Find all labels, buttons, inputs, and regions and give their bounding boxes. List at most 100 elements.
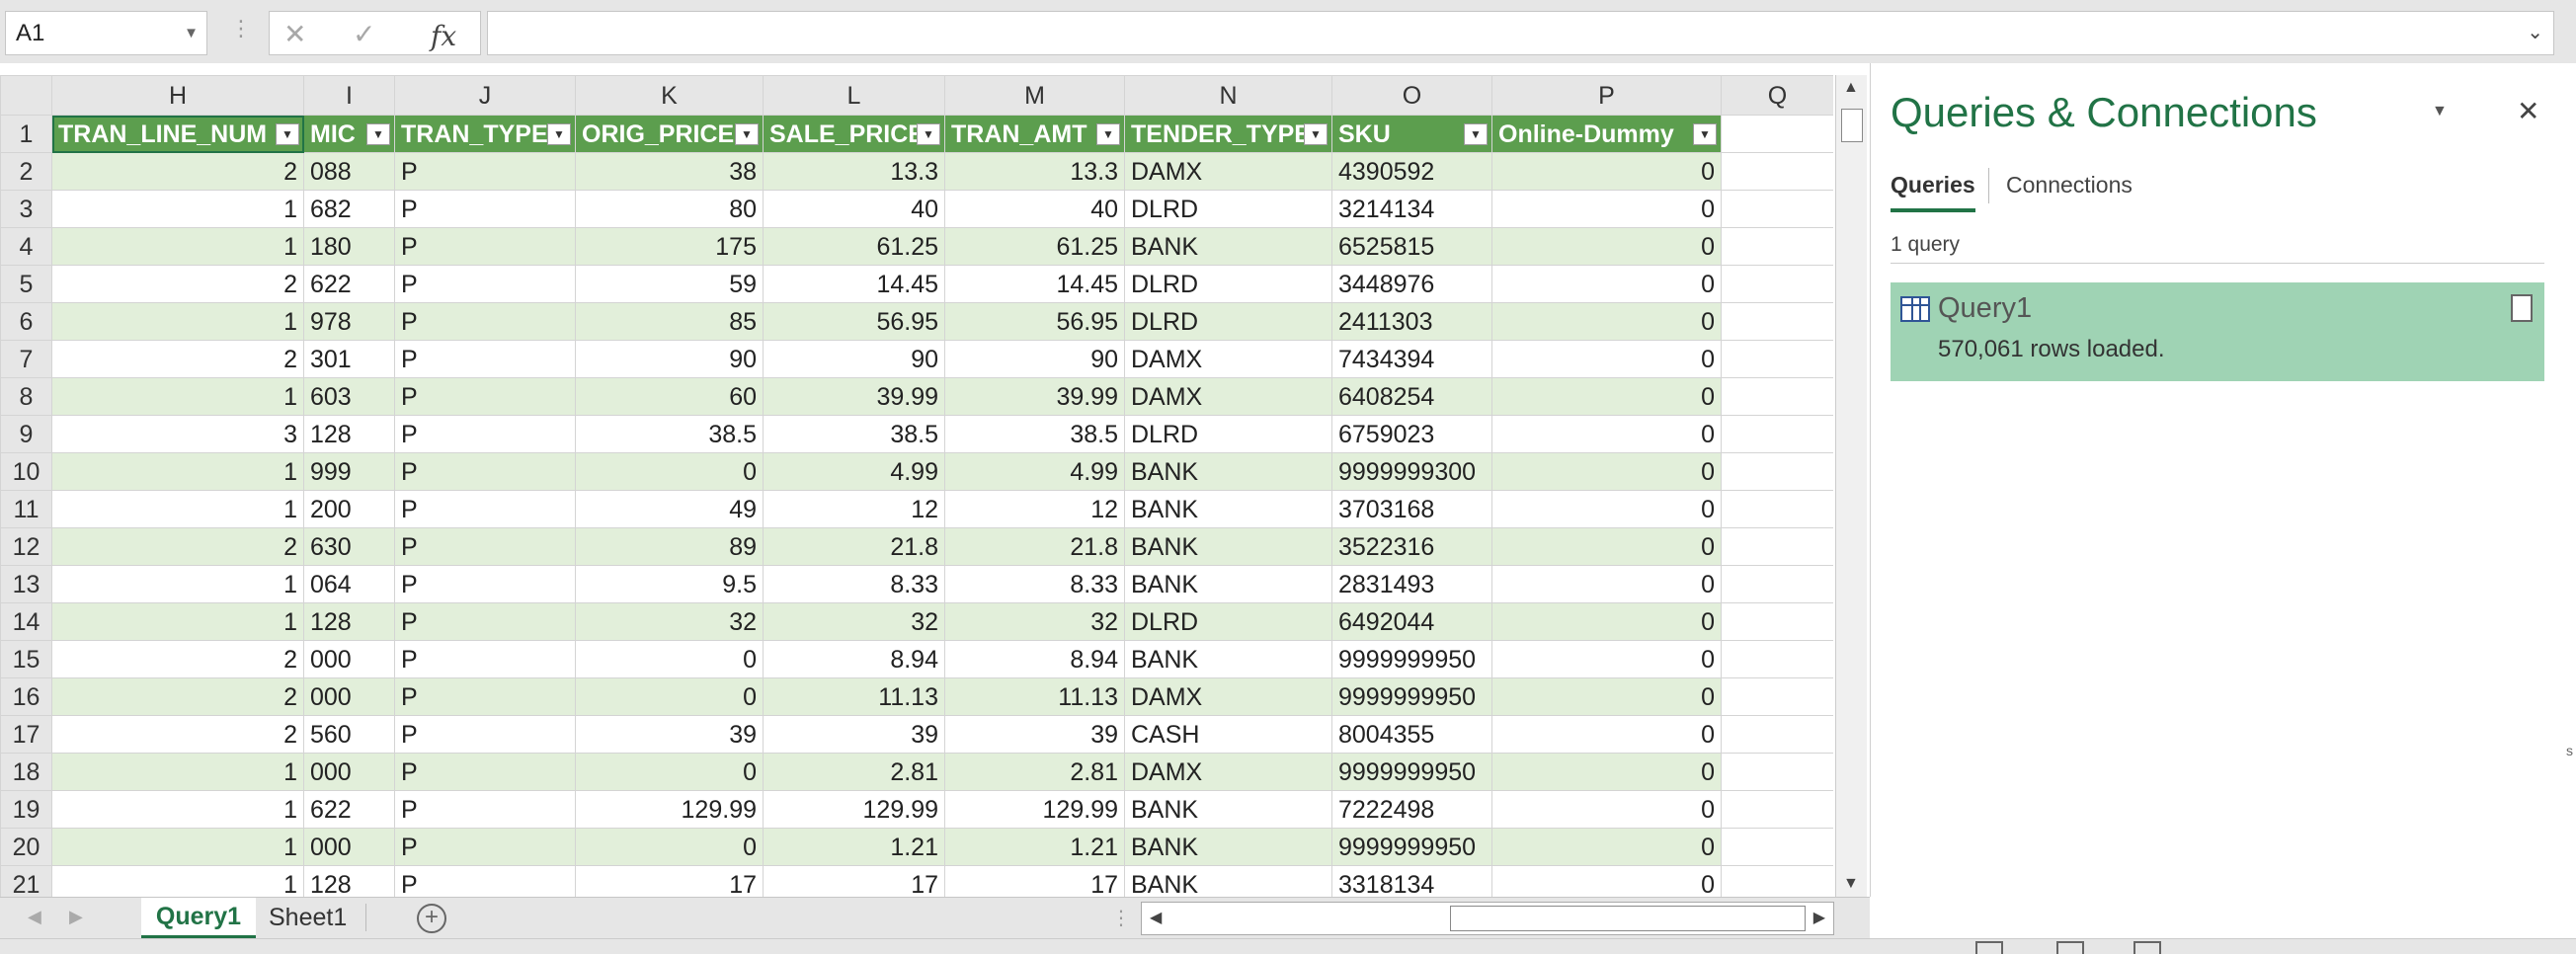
cancel-icon[interactable]: ✕ xyxy=(283,19,307,49)
table-cell[interactable]: 39 xyxy=(944,715,1125,754)
drag-handle-icon[interactable]: ⋮ xyxy=(1111,908,1131,929)
table-cell[interactable]: P xyxy=(394,490,576,528)
table-cell[interactable]: 7434394 xyxy=(1331,340,1492,378)
close-icon[interactable]: ✕ xyxy=(2517,96,2540,126)
tab-connections[interactable]: Connections xyxy=(2006,172,2133,198)
table-cell[interactable]: P xyxy=(394,565,576,603)
horizontal-scrollbar[interactable]: ◀ ▶ xyxy=(1141,902,1834,935)
table-cell[interactable]: 39.99 xyxy=(944,377,1125,416)
table-cell[interactable]: 9.5 xyxy=(575,565,764,603)
table-cell[interactable]: 622 xyxy=(303,790,395,829)
table-cell[interactable]: BANK xyxy=(1124,527,1332,566)
filter-dropdown-icon[interactable]: ▼ xyxy=(276,123,299,145)
table-cell[interactable]: 180 xyxy=(303,227,395,266)
table-cell[interactable]: 49 xyxy=(575,490,764,528)
table-cell[interactable]: P xyxy=(394,415,576,453)
table-cell[interactable]: 21.8 xyxy=(944,527,1125,566)
table-cell[interactable]: 129.99 xyxy=(575,790,764,829)
table-cell[interactable]: 2 xyxy=(51,340,304,378)
table-cell[interactable]: 4.99 xyxy=(763,452,945,491)
empty-cell[interactable] xyxy=(1721,302,1833,341)
page-layout-icon[interactable] xyxy=(2056,941,2084,954)
table-cell[interactable]: P xyxy=(394,265,576,303)
empty-cell[interactable] xyxy=(1721,640,1833,678)
pane-options-icon[interactable]: ▼ xyxy=(2432,103,2448,119)
empty-cell[interactable] xyxy=(1721,415,1833,453)
table-cell[interactable]: 0 xyxy=(1491,565,1722,603)
scroll-right-icon[interactable]: ▶ xyxy=(1812,910,1825,926)
filter-dropdown-icon[interactable]: ▼ xyxy=(547,123,571,145)
table-cell[interactable]: 0 xyxy=(575,753,764,791)
table-cell[interactable]: 4390592 xyxy=(1331,152,1492,191)
table-cell[interactable]: 90 xyxy=(944,340,1125,378)
query-name[interactable]: Query1 xyxy=(1938,292,2033,324)
table-cell[interactable]: 0 xyxy=(1491,602,1722,641)
table-cell[interactable]: 1 xyxy=(51,490,304,528)
table-cell[interactable]: 9999999950 xyxy=(1331,677,1492,716)
table-cell[interactable]: 1.21 xyxy=(763,828,945,866)
table-cell[interactable]: 128 xyxy=(303,602,395,641)
table-cell[interactable]: P xyxy=(394,377,576,416)
table-cell[interactable]: P xyxy=(394,302,576,341)
table-cell[interactable]: 38.5 xyxy=(944,415,1125,453)
table-cell[interactable]: 8.33 xyxy=(763,565,945,603)
table-header-cell[interactable]: TENDER_TYPE ▼ xyxy=(1124,115,1332,153)
table-cell[interactable]: 39.99 xyxy=(763,377,945,416)
row-header[interactable]: 16 xyxy=(0,677,52,716)
table-cell[interactable]: 14.45 xyxy=(763,265,945,303)
table-cell[interactable]: 1 xyxy=(51,753,304,791)
insert-function-icon[interactable]: fx xyxy=(431,20,457,52)
filter-dropdown-icon[interactable]: ▼ xyxy=(1464,123,1488,145)
table-cell[interactable]: 301 xyxy=(303,340,395,378)
table-cell[interactable]: 13.3 xyxy=(763,152,945,191)
table-cell[interactable]: 32 xyxy=(944,602,1125,641)
table-cell[interactable]: P xyxy=(394,227,576,266)
table-cell[interactable]: 32 xyxy=(575,602,764,641)
table-header-cell[interactable]: MIC ▼ xyxy=(303,115,395,153)
row-header[interactable]: 18 xyxy=(0,753,52,791)
table-cell[interactable]: 8004355 xyxy=(1331,715,1492,754)
row-header[interactable]: 10 xyxy=(0,452,52,491)
table-cell[interactable]: BANK xyxy=(1124,565,1332,603)
table-cell[interactable]: 2 xyxy=(51,640,304,678)
row-header[interactable]: 1 xyxy=(0,115,52,153)
table-cell[interactable]: 0 xyxy=(1491,490,1722,528)
table-cell[interactable]: DLRD xyxy=(1124,415,1332,453)
plus-circle-icon[interactable]: + xyxy=(417,904,446,933)
table-cell[interactable]: 8.94 xyxy=(944,640,1125,678)
next-sheet-icon[interactable]: ▶ xyxy=(69,907,83,926)
table-cell[interactable]: BANK xyxy=(1124,828,1332,866)
column-header[interactable]: M xyxy=(944,75,1125,116)
table-cell[interactable]: 3703168 xyxy=(1331,490,1492,528)
table-cell[interactable]: 61.25 xyxy=(763,227,945,266)
column-header[interactable]: L xyxy=(763,75,945,116)
table-cell[interactable]: 1.21 xyxy=(944,828,1125,866)
empty-cell[interactable] xyxy=(1721,753,1833,791)
table-cell[interactable]: 200 xyxy=(303,490,395,528)
table-cell[interactable]: 978 xyxy=(303,302,395,341)
table-cell[interactable]: 0 xyxy=(1491,152,1722,191)
table-cell[interactable]: 9999999950 xyxy=(1331,753,1492,791)
table-cell[interactable]: 0 xyxy=(1491,640,1722,678)
filter-dropdown-icon[interactable]: ▼ xyxy=(1693,123,1717,145)
column-header[interactable]: Q xyxy=(1721,75,1833,116)
row-header[interactable]: 19 xyxy=(0,790,52,829)
table-cell[interactable]: 6759023 xyxy=(1331,415,1492,453)
table-cell[interactable]: 3448976 xyxy=(1331,265,1492,303)
table-cell[interactable]: P xyxy=(394,527,576,566)
empty-cell[interactable] xyxy=(1721,565,1833,603)
row-header[interactable]: 13 xyxy=(0,565,52,603)
filter-dropdown-icon[interactable]: ▼ xyxy=(917,123,940,145)
row-header[interactable]: 11 xyxy=(0,490,52,528)
table-cell[interactable]: DAMX xyxy=(1124,340,1332,378)
empty-cell[interactable] xyxy=(1721,115,1833,153)
table-cell[interactable]: P xyxy=(394,340,576,378)
table-cell[interactable]: 622 xyxy=(303,265,395,303)
table-cell[interactable]: 60 xyxy=(575,377,764,416)
table-cell[interactable]: 2 xyxy=(51,677,304,716)
table-cell[interactable]: 0 xyxy=(1491,415,1722,453)
filter-dropdown-icon[interactable]: ▼ xyxy=(1304,123,1328,145)
table-cell[interactable]: 2 xyxy=(51,152,304,191)
table-cell[interactable]: DLRD xyxy=(1124,265,1332,303)
table-cell[interactable]: 56.95 xyxy=(944,302,1125,341)
